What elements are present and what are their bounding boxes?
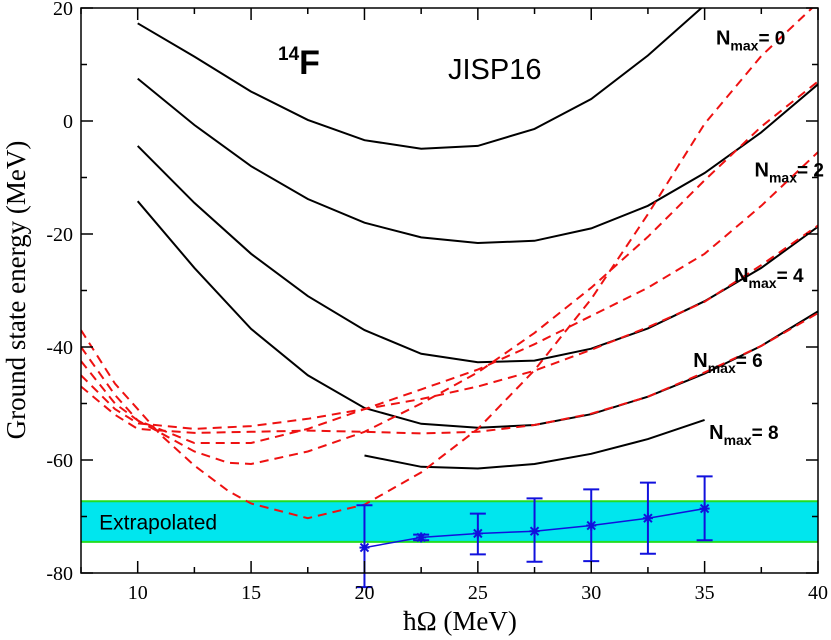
x-axis: 10 15 20 25 30 35 40 (80, 8, 828, 604)
star-marker-d2 (359, 542, 370, 553)
extrapolated-point (696, 475, 713, 542)
y-axis: -80 -60 -40 -20 0 20 (46, 0, 818, 585)
star-marker-d2 (643, 513, 653, 523)
x-tick-label: 30 (581, 582, 601, 604)
fit-curve-1 (81, 80, 818, 466)
x-tick-label: 25 (468, 582, 488, 604)
extrapolated-point (583, 488, 600, 563)
star-marker-d2 (416, 532, 426, 543)
y-tick-label: 0 (63, 111, 73, 133)
x-tick-label: 35 (695, 582, 715, 604)
x-tick-label: 40 (808, 582, 828, 604)
extrapolated-point (639, 481, 656, 555)
nmax-label: Nmax= 2 (755, 159, 824, 185)
extrapolated-point (469, 512, 486, 556)
y-tick-label: 20 (53, 0, 73, 20)
star-marker-d2 (699, 503, 710, 514)
nmax-label: Nmax= 4 (734, 265, 804, 291)
nmax-series-line-0 (137, 8, 703, 150)
nmax-series-line-4 (364, 418, 705, 470)
plot-frame (80, 7, 819, 574)
y-tick-label: -60 (46, 450, 73, 472)
nucleus-label: 14F (278, 44, 320, 82)
x-axis-label: ħΩ (MeV) (403, 606, 517, 636)
nmax-labels: Nmax= 0 Nmax= 2 Nmax= 4 Nmax= 6 Nmax= 8 (693, 28, 824, 448)
y-axis-label: Ground state energy (MeV) (1, 141, 31, 440)
nmax-series-line-3 (136, 200, 818, 429)
x-tick-label: 10 (128, 582, 148, 604)
nmax-series-line-1 (137, 77, 818, 245)
star-marker-d2 (586, 520, 596, 531)
star-marker-d2 (473, 528, 483, 539)
nucleus-mass-number: 14 (278, 44, 300, 65)
fit-curve-2 (81, 151, 818, 444)
x-tick-label: 15 (241, 582, 261, 604)
chart-title: JISP16 (448, 54, 542, 86)
x-tick-label: 20 (354, 582, 374, 604)
nucleus-symbol: F (299, 44, 320, 82)
nmax-label: Nmax= 0 (716, 28, 785, 54)
extrapolated-point (413, 532, 430, 543)
extrapolated-label: Extrapolated (99, 512, 217, 535)
extrapolated-series-group (356, 475, 713, 589)
nmax-label: Nmax= 6 (693, 350, 762, 376)
fit-curve-3 (81, 224, 818, 430)
nmax-label: Nmax= 8 (709, 422, 778, 448)
y-tick-label: -80 (46, 563, 73, 585)
extrapolated-point (526, 497, 543, 563)
y-tick-label: -20 (46, 224, 73, 246)
y-tick-label: -40 (46, 337, 73, 359)
nmax-series-line-2 (136, 145, 818, 364)
star-marker-d2 (529, 526, 540, 536)
